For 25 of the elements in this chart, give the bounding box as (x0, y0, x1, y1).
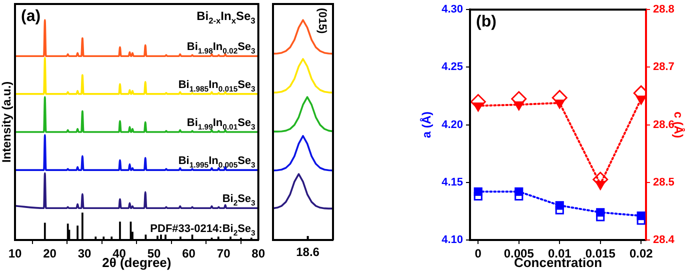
x-tick-label: 70 (216, 246, 231, 261)
x-tick-label: 20 (43, 246, 57, 261)
x-tick-label: 10 (8, 246, 22, 261)
y-tick-label: 4.30 (442, 4, 463, 16)
y-tick-label: 4.25 (442, 61, 463, 74)
annotation: (b) (476, 14, 496, 31)
y2-tick-label: 28.7 (653, 61, 674, 74)
x-tick-label: 50 (147, 246, 162, 261)
y2-tick-label: 28.8 (653, 4, 674, 16)
x-tick-label: 0.02 (629, 246, 654, 261)
x-tick-label: 60 (182, 246, 196, 261)
y2-tick-label: 28.4 (653, 234, 676, 246)
x-tick-label: 30 (78, 246, 92, 261)
y-axis-title: a (Å) (420, 111, 434, 138)
x-tick-label: 80 (252, 246, 266, 261)
annotation: (a) (21, 8, 41, 25)
y-axis-title: Intensity (a.u.) (0, 81, 14, 163)
y-tick-label: 4.20 (442, 118, 463, 131)
text: 18.6 (296, 245, 320, 259)
y2-tick-label: 28.5 (653, 176, 674, 188)
x-tick-label: 0 (474, 246, 482, 261)
y-tick-label: 4.10 (442, 234, 463, 246)
y-tick-label: 4.15 (442, 176, 463, 188)
y2-tick-label: 28.6 (653, 118, 674, 131)
annotation: (015) (316, 8, 328, 34)
